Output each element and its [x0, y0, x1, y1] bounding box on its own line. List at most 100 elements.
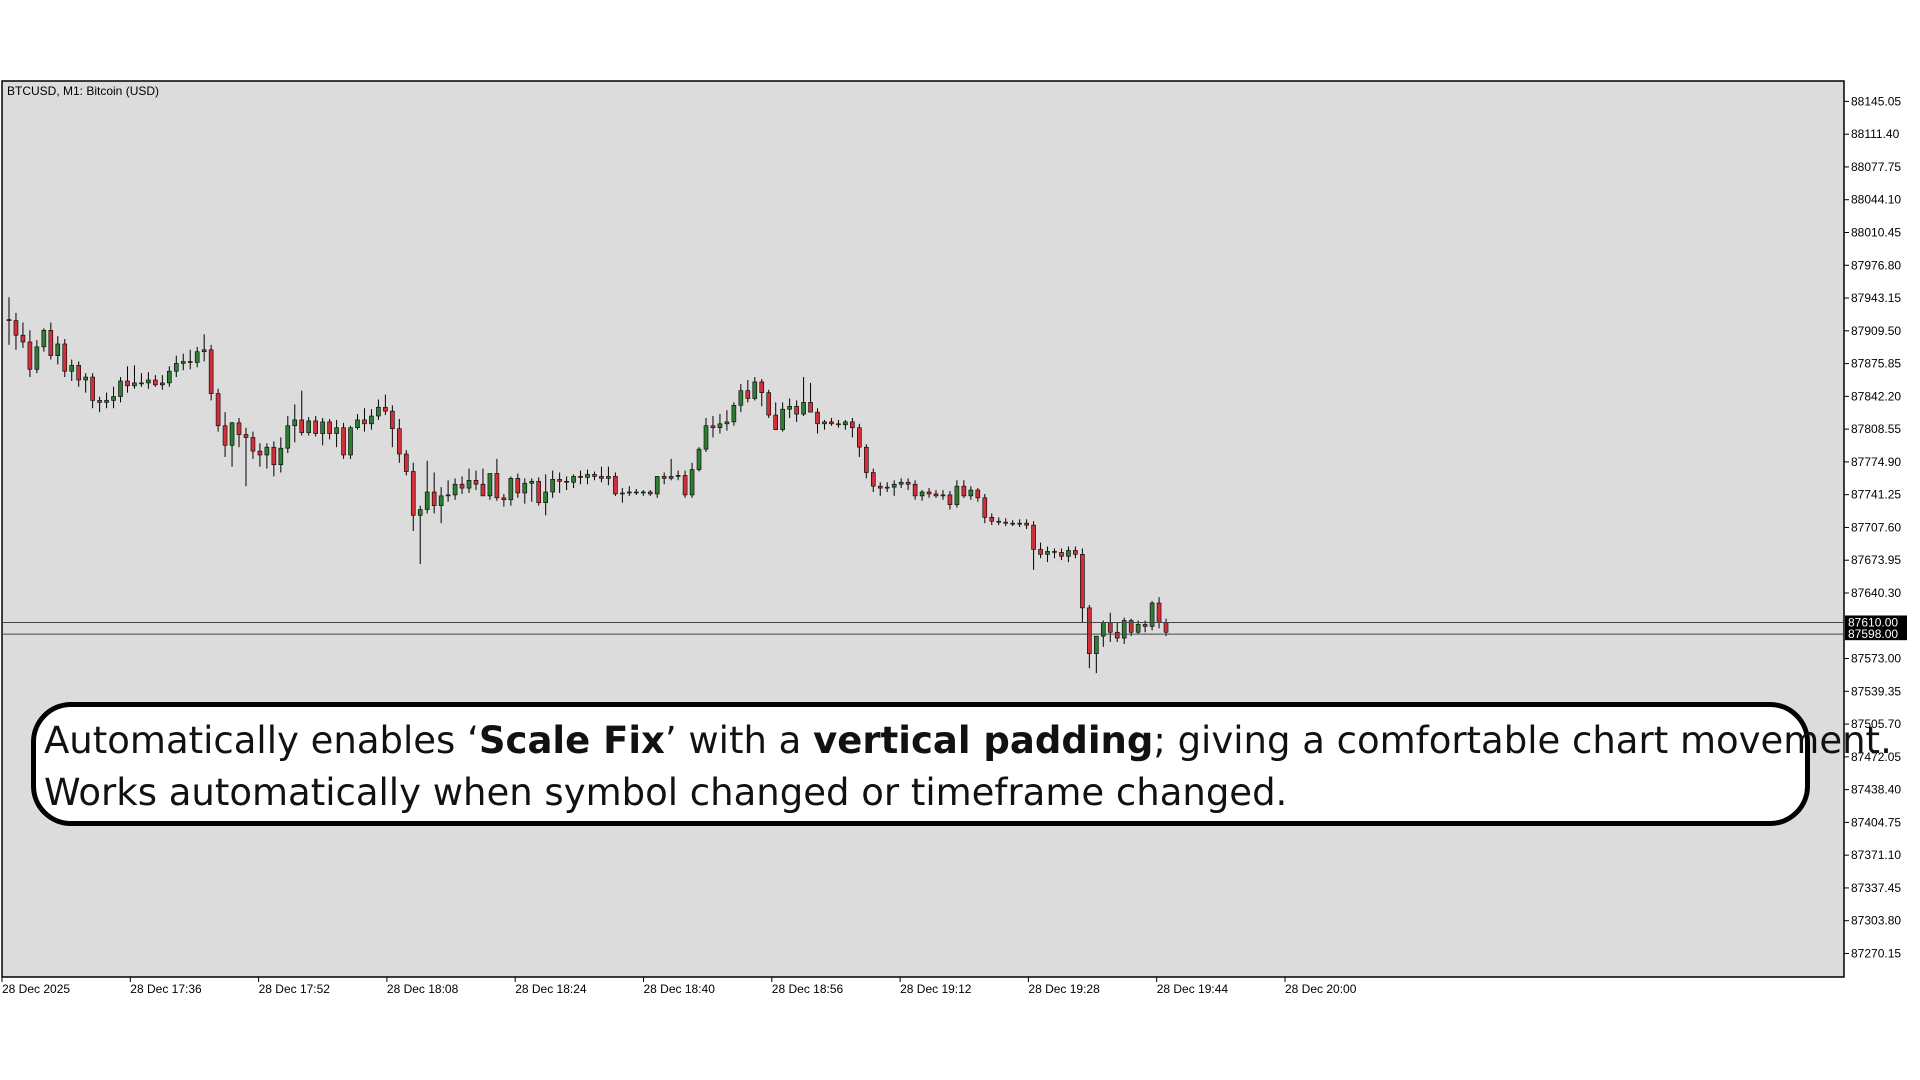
candle-bull: [780, 408, 785, 430]
x-tick-label: 28 Dec 19:44: [1157, 982, 1229, 996]
y-tick-label: 87673.95: [1851, 553, 1901, 567]
candle-bull: [738, 390, 744, 406]
candle-bear: [759, 381, 765, 393]
candle-bull: [689, 469, 695, 496]
candle-bear: [153, 379, 158, 386]
candle-bear: [864, 446, 869, 473]
y-tick-label: 88010.45: [1851, 225, 1901, 239]
candle-bull: [954, 485, 960, 505]
feature-callout: Automatically enables ‘Scale Fix’ with a…: [31, 702, 1892, 826]
candle-bear: [1031, 524, 1036, 550]
candle-bull: [550, 479, 555, 493]
candle-bull: [585, 474, 590, 478]
callout-text-2: ’ with a: [664, 719, 814, 762]
x-tick-label: 28 Dec 2025: [2, 982, 70, 996]
candle-bear: [1080, 554, 1085, 609]
price-label: 87598.00: [1848, 627, 1898, 641]
x-tick-label: 28 Dec 18:08: [387, 982, 459, 996]
x-tick-label: 28 Dec 19:28: [1028, 982, 1100, 996]
candle-bull: [843, 421, 848, 426]
candle-bear: [431, 491, 437, 506]
candle-bear: [397, 428, 402, 455]
candle-bear: [933, 493, 939, 497]
candle-bull: [717, 423, 723, 429]
candle-bull: [306, 420, 312, 433]
candle-bear: [215, 393, 221, 427]
candle-bear: [1010, 522, 1015, 525]
candle-bull: [445, 494, 451, 497]
candle-bear: [710, 425, 716, 429]
x-tick-label: 28 Dec 17:52: [259, 982, 331, 996]
y-tick-label: 87774.90: [1851, 455, 1901, 469]
candle-bull: [640, 491, 646, 494]
candle-bull: [180, 361, 186, 364]
candle-bear: [250, 437, 256, 452]
candle-bull: [167, 370, 172, 384]
candle-bear: [578, 476, 583, 478]
candle-bear: [13, 320, 19, 336]
candle-bull: [111, 396, 116, 401]
candle-bear: [271, 446, 277, 466]
candle-bull: [696, 448, 702, 470]
candle-bear: [661, 476, 667, 479]
candle-bear: [27, 341, 33, 370]
x-tick-label: 28 Dec 18:40: [644, 982, 716, 996]
candle-bear: [313, 420, 318, 434]
callout-line-1: Automatically enables ‘Scale Fix’ with a…: [44, 715, 1892, 767]
y-tick-label: 87270.15: [1851, 946, 1901, 960]
y-tick-label: 87909.50: [1851, 324, 1901, 338]
candle-bull: [654, 476, 660, 495]
candle-bull: [1066, 550, 1071, 557]
candle-bear: [1163, 622, 1169, 633]
candle-bull: [891, 483, 897, 488]
y-tick-label: 87640.30: [1851, 586, 1901, 600]
candle-bull: [508, 478, 514, 501]
candle-bull: [139, 382, 144, 385]
candle-bear: [1128, 620, 1134, 633]
candle-bear: [815, 411, 820, 425]
candle-bull: [1017, 522, 1022, 525]
candle-bull: [1045, 551, 1050, 555]
candle-bull: [41, 330, 47, 348]
candle-bull: [376, 406, 381, 417]
callout-text-1: Automatically enables ‘: [44, 719, 479, 762]
candle-bear: [905, 481, 911, 485]
y-tick-label: 88044.10: [1851, 193, 1901, 207]
candle-bear: [557, 479, 562, 482]
candle-bear: [599, 476, 604, 479]
candle-bull: [146, 379, 151, 384]
x-tick-label: 28 Dec 19:12: [900, 982, 972, 996]
candle-bull: [104, 400, 109, 403]
x-tick-label: 28 Dec 17:36: [130, 982, 202, 996]
candle-bear: [592, 474, 597, 477]
candle-bear: [829, 421, 834, 425]
y-tick-label: 87337.45: [1851, 881, 1901, 895]
candle-bear: [236, 422, 242, 435]
candle-bull: [160, 382, 165, 386]
candle-bear: [1156, 602, 1162, 623]
candle-bear: [515, 478, 521, 494]
candle-bear: [564, 480, 569, 483]
candle-bear: [857, 427, 862, 448]
candle-bear: [794, 405, 799, 415]
candle-bull: [571, 476, 576, 483]
candle-bull: [620, 492, 625, 495]
candle-bull: [703, 425, 709, 450]
candle-bull: [417, 509, 423, 516]
candle-bear: [222, 425, 228, 446]
candle-bear: [327, 421, 332, 434]
candle-bear: [1107, 622, 1113, 633]
candle-bull: [898, 481, 904, 485]
candle-bear: [90, 376, 95, 401]
candle-bull: [606, 476, 611, 479]
candle-bear: [299, 419, 305, 433]
candle-bull: [1094, 635, 1099, 654]
y-tick-label: 87707.60: [1851, 520, 1901, 534]
y-tick-label: 87976.80: [1851, 258, 1901, 272]
price-label-box: [1845, 615, 1907, 629]
candle-bull: [194, 351, 200, 363]
candle-bull: [201, 349, 207, 353]
candle-bear: [459, 483, 465, 489]
